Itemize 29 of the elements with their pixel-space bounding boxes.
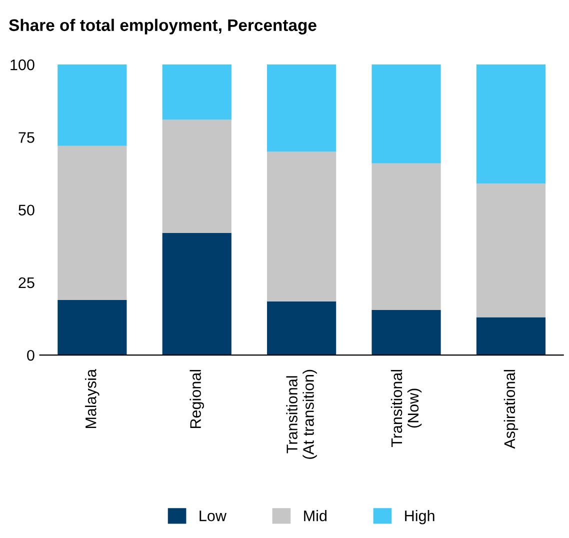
legend-label: Low: [200, 510, 226, 522]
y-tick-label: 75: [18, 132, 34, 143]
bar: [267, 301, 336, 356]
bar: [267, 64, 336, 152]
bar: [267, 152, 336, 302]
bar: [162, 64, 232, 120]
bar: [58, 64, 127, 146]
bar: [58, 300, 127, 356]
bar: [162, 233, 232, 356]
y-tick-label: 0: [27, 350, 34, 361]
x-tick-label: Transitional (At transition): [286, 370, 317, 459]
y-tick-label: 100: [10, 59, 34, 70]
y-tick-label: 50: [18, 204, 34, 216]
bar: [162, 120, 232, 234]
bar: [58, 146, 127, 300]
x-tick-label: Transitional (Now): [390, 370, 422, 448]
x-tick-label: Aspirational: [504, 370, 518, 449]
x-tick-label: Regional: [190, 370, 204, 428]
y-tick-label: 25: [18, 277, 34, 288]
legend-label: Mid: [304, 510, 326, 522]
legend-label: High: [405, 510, 434, 524]
bar: [476, 184, 546, 318]
bar: [476, 317, 546, 356]
bar: [476, 64, 546, 184]
bar: [372, 310, 441, 356]
x-tick-label: Malaysia: [85, 368, 100, 428]
chart-title: Share of total employment, Percentage: [9, 18, 316, 34]
bar: [372, 64, 441, 164]
bar: [372, 163, 441, 310]
